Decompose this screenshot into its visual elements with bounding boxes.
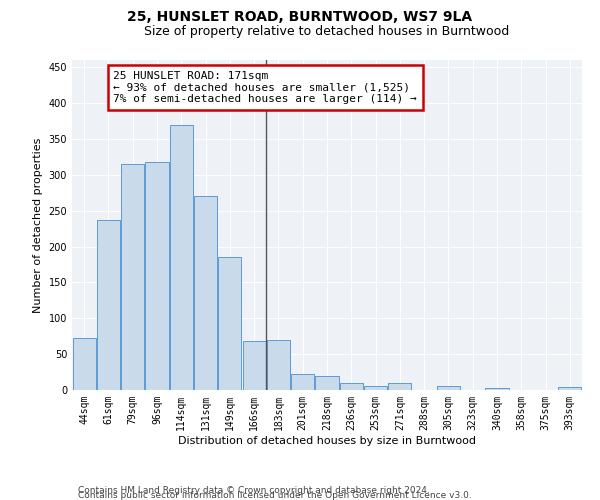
Bar [437, 386, 460, 390]
Y-axis label: Number of detached properties: Number of detached properties [33, 138, 43, 312]
Text: 25 HUNSLET ROAD: 171sqm
← 93% of detached houses are smaller (1,525)
7% of semi-: 25 HUNSLET ROAD: 171sqm ← 93% of detache… [113, 71, 417, 104]
Bar [194, 196, 217, 390]
Bar [145, 162, 169, 390]
X-axis label: Distribution of detached houses by size in Burntwood: Distribution of detached houses by size … [178, 436, 476, 446]
Bar [340, 383, 363, 390]
Bar [364, 386, 387, 390]
Text: Contains HM Land Registry data © Crown copyright and database right 2024.: Contains HM Land Registry data © Crown c… [78, 486, 430, 495]
Bar [485, 388, 509, 390]
Bar [121, 164, 144, 390]
Bar [388, 383, 412, 390]
Text: 25, HUNSLET ROAD, BURNTWOOD, WS7 9LA: 25, HUNSLET ROAD, BURNTWOOD, WS7 9LA [127, 10, 473, 24]
Bar [291, 374, 314, 390]
Bar [73, 338, 95, 390]
Bar [97, 220, 120, 390]
Text: Contains public sector information licensed under the Open Government Licence v3: Contains public sector information licen… [78, 490, 472, 500]
Bar [316, 376, 338, 390]
Bar [267, 340, 290, 390]
Bar [170, 124, 193, 390]
Bar [559, 387, 581, 390]
Bar [242, 341, 266, 390]
Bar [218, 258, 241, 390]
Title: Size of property relative to detached houses in Burntwood: Size of property relative to detached ho… [145, 25, 509, 38]
